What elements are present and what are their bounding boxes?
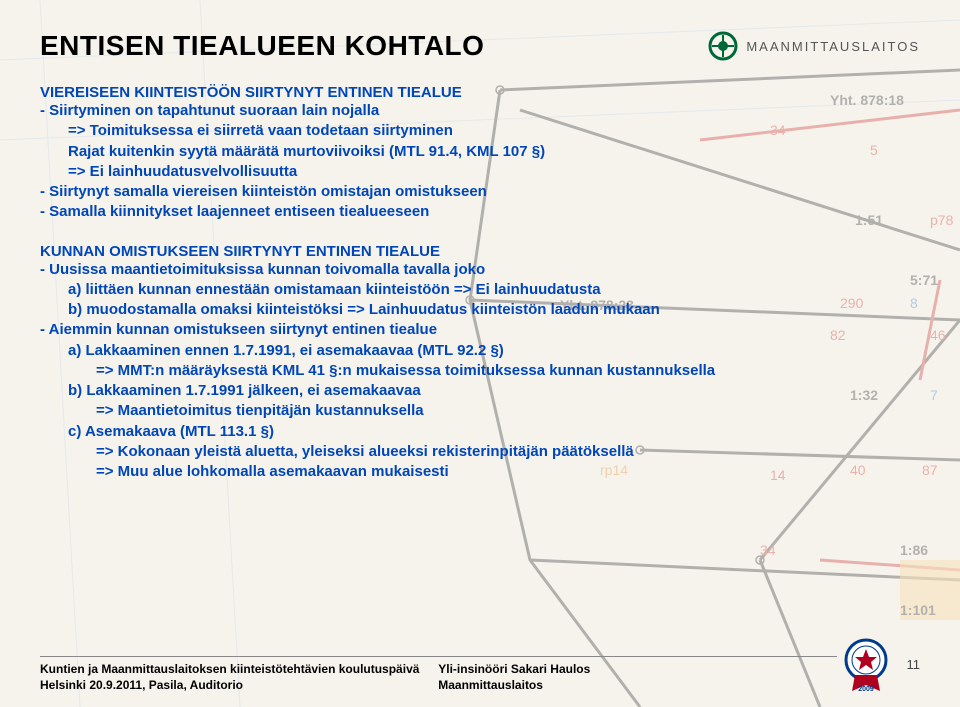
svg-text:1:86: 1:86 [900, 542, 928, 558]
svg-text:34: 34 [760, 542, 776, 558]
s2-l9: c) Asemakaava (MTL 113.1 §) [40, 422, 920, 442]
s1-l2: => Toimituksessa ei siirretä vaan todeta… [40, 121, 920, 141]
footer-center: Yli-insinööri Sakari Haulos Maanmittausl… [438, 661, 836, 693]
svg-text:2009: 2009 [858, 686, 874, 693]
section-2: KUNNAN OMISTUKSEEN SIIRTYNYT ENTINEN TIE… [40, 243, 920, 483]
svg-text:1:101: 1:101 [900, 602, 936, 618]
s1-l4: => Ei lainhuudatusvelvollisuutta [40, 162, 920, 182]
page-title: ENTISEN TIEALUEEN KOHTALO [40, 30, 484, 62]
s2-l6: => MMT:n määräyksestä KML 41 §:n mukaise… [40, 361, 920, 381]
section-1-head: VIEREISEEN KIINTEISTÖÖN SIIRTYNYT ENTINE… [40, 84, 920, 101]
s1-l5: - Siirtynyt samalla viereisen kiinteistö… [40, 182, 920, 202]
s2-l2: a) liittäen kunnan ennestään omistamaan … [40, 280, 920, 300]
footer: Kuntien ja Maanmittauslaitoksen kiinteis… [40, 635, 920, 693]
s2-l8: => Maantietoimitus tienpitäjän kustannuk… [40, 401, 920, 421]
s2-l1: - Uusissa maantietoimituksissa kunnan to… [40, 260, 920, 280]
section-1: VIEREISEEN KIINTEISTÖÖN SIIRTYNYT ENTINE… [40, 84, 920, 223]
s2-l5: a) Lakkaaminen ennen 1.7.1991, ei asemak… [40, 341, 920, 361]
footer-c1: Yli-insinööri Sakari Haulos [438, 661, 836, 677]
s1-l3: Rajat kuitenkin syytä määrätä murtoviivo… [40, 142, 920, 162]
section-2-head: KUNNAN OMISTUKSEEN SIIRTYNYT ENTINEN TIE… [40, 243, 920, 260]
footer-l1: Kuntien ja Maanmittauslaitoksen kiinteis… [40, 661, 438, 677]
brand-logo-icon [708, 31, 738, 61]
brand: MAANMITTAUSLAITOS [708, 31, 920, 61]
s1-l6: - Samalla kiinnitykset laajenneet entise… [40, 202, 920, 222]
footer-l2: Helsinki 20.9.2011, Pasila, Auditorio [40, 677, 438, 693]
page-number: 11 [907, 657, 921, 672]
s2-l4: - Aiemmin kunnan omistukseen siirtynyt e… [40, 320, 920, 340]
footer-right: 2009 11 [837, 635, 921, 693]
slide-content: ENTISEN TIEALUEEN KOHTALO MAANMITTAUSLAI… [0, 0, 960, 492]
header-row: ENTISEN TIEALUEEN KOHTALO MAANMITTAUSLAI… [40, 30, 920, 62]
s1-l1: - Siirtyminen on tapahtunut suoraan lain… [40, 101, 920, 121]
s2-l11: => Muu alue lohkomalla asemakaavan mukai… [40, 462, 920, 482]
s2-l3: b) muodostamalla omaksi kiinteistöksi =>… [40, 300, 920, 320]
award-badge-icon: 2009 [837, 635, 895, 693]
brand-text: MAANMITTAUSLAITOS [746, 39, 920, 54]
s2-l10: => Kokonaan yleistä aluetta, yleiseksi a… [40, 442, 920, 462]
footer-left: Kuntien ja Maanmittauslaitoksen kiinteis… [40, 661, 438, 693]
footer-c2: Maanmittauslaitos [438, 677, 836, 693]
s2-l7: b) Lakkaaminen 1.7.1991 jälkeen, ei asem… [40, 381, 920, 401]
